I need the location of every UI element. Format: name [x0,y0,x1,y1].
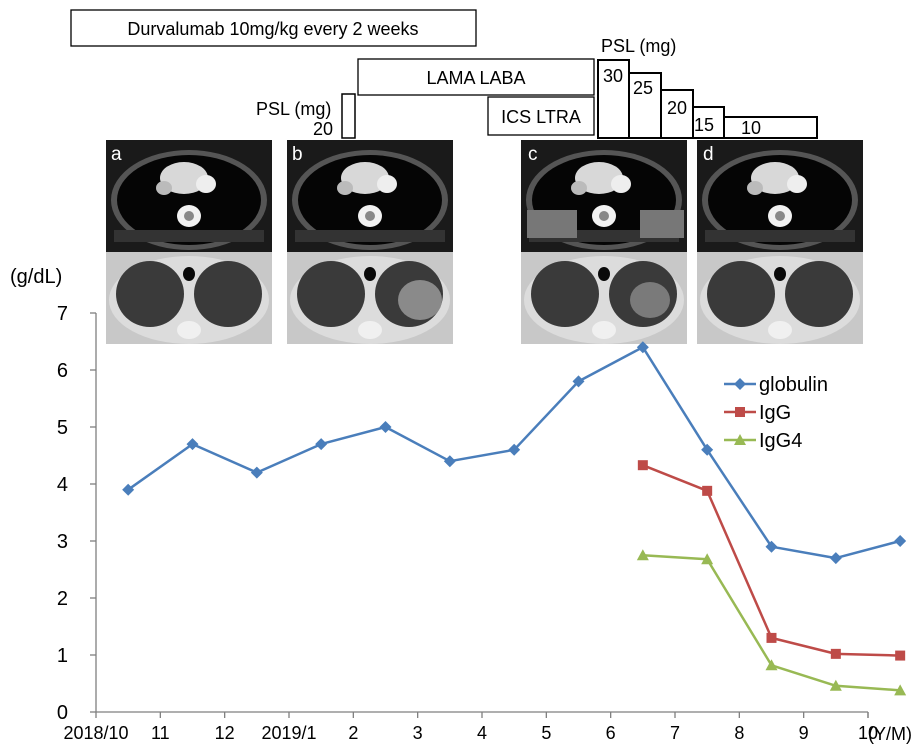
data-point-igg4 [765,659,778,671]
x-tick-label: 2 [348,723,358,743]
data-point-globulin [443,455,456,468]
y-tick-label: 0 [57,702,68,724]
psl-label-2: PSL (mg) [601,36,676,56]
ct-panel-letter: d [703,144,714,165]
psl-dose-1: 20 [313,119,333,139]
data-point-igg [766,632,777,643]
lama-laba-label: LAMA LABA [426,68,525,88]
data-point-globulin [379,421,392,433]
legend-marker [734,434,746,445]
ct-panel-letter: c [528,144,538,165]
legend: globulin IgG IgG4 [724,374,828,452]
y-tick-label: 1 [57,645,68,667]
data-point-globulin [186,438,199,451]
y-tick-label: 4 [57,474,68,496]
data-point-globulin [829,552,842,565]
x-tick-label: 9 [799,723,809,743]
lama-laba-box [357,58,595,96]
data-point-globulin [765,540,778,553]
psl-dose: 30 [603,66,623,86]
durvalumab-box [70,9,477,47]
data-point-globulin [122,483,135,496]
data-point-igg4 [636,549,649,561]
psl-dose: 15 [694,115,714,135]
x-tick-label: 2019/1 [261,723,316,743]
x-tick-label: 3 [413,723,423,743]
data-point-igg [637,460,648,471]
legend-label: IgG [759,402,791,424]
y-tick-label: 7 [57,303,68,325]
x-tick-label: 7 [670,723,680,743]
y-tick-label: 5 [57,417,68,439]
x-tick-label: 11 [151,723,170,743]
ct-panel-a [106,140,272,344]
x-tick-label: 6 [606,723,616,743]
legend-marker [735,407,745,417]
legend-label: globulin [759,374,828,396]
y-ticks: 0 1 2 3 4 5 6 7 [57,303,96,724]
y-axis-title: (g/dL) [10,266,62,288]
x-tick-label: 5 [541,723,551,743]
ct-panel-c [521,140,687,344]
psl-dose: 20 [667,98,687,118]
psl-bar-1 [341,93,356,139]
legend-label: IgG4 [759,430,802,452]
x-tick-label: 4 [477,723,487,743]
x-ticks: 2018/10 11 12 2019/1 2 3 4 5 6 7 8 9 10 [63,712,878,743]
x-tick-label: 2018/10 [63,723,128,743]
ct-panel-letter: b [292,144,303,165]
ics-ltra-label: ICS LTRA [501,107,581,127]
series-line-igg [642,464,901,657]
treatment-timeline: Durvalumab 10mg/kg every 2 weeks LAMA LA… [70,9,818,139]
data-point-globulin [508,443,521,456]
data-point-globulin [636,341,649,354]
data-point-globulin [315,438,328,451]
x-axis-title: (Y/M) [868,724,912,744]
series-layer [122,341,907,696]
data-point-globulin [701,443,714,456]
x-tick-label: 12 [215,723,235,743]
psl-dose: 25 [633,78,653,98]
x-tick-label: 8 [734,723,744,743]
data-point-igg4 [829,679,842,691]
y-tick-label: 6 [57,360,68,382]
ct-panel-b [287,140,453,344]
durvalumab-label: Durvalumab 10mg/kg every 2 weeks [127,19,418,39]
data-point-igg4 [894,684,907,696]
y-tick-label: 3 [57,531,68,553]
data-point-igg4 [701,553,714,565]
data-point-igg [702,485,713,496]
psl-taper-bar [723,116,818,139]
psl-label-1: PSL (mg) [256,99,331,119]
ct-panel-d [697,140,863,344]
ct-panel-letter: a [111,144,122,165]
x-tick-label: 10 [858,723,878,743]
psl-dose: 10 [741,118,761,138]
ics-ltra-box [487,96,595,136]
psl-taper-bar [628,72,662,139]
data-point-globulin [572,375,585,388]
axes [95,313,868,713]
y-tick-label: 2 [57,588,68,610]
data-point-igg [830,648,841,659]
data-point-globulin [894,535,907,547]
legend-marker [734,378,746,390]
data-point-igg [895,650,906,661]
data-point-globulin [250,466,263,479]
